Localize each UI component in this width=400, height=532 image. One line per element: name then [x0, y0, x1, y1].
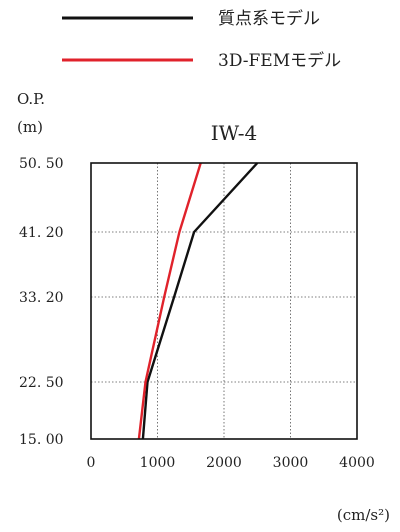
grid-lines — [91, 163, 357, 439]
plot-frame — [90, 162, 358, 440]
y-tick-label: 41. 20 — [19, 225, 64, 241]
x-tick-label: 1000 — [140, 455, 176, 471]
y-tick-labels: 50. 50 41. 20 33. 20 22. 50 15. 00 — [19, 156, 64, 448]
x-tick-labels: 0 1000 2000 3000 4000 — [87, 455, 375, 471]
series-line-lumped-mass — [141, 162, 259, 440]
legend-label: 3D-FEMモデル — [218, 50, 341, 71]
x-tick-label: 2000 — [206, 455, 242, 471]
chart-title: IW-4 — [211, 121, 257, 145]
x-axis-unit: (cm/s²) — [337, 506, 390, 524]
x-tick-label: 4000 — [339, 455, 375, 471]
legend-label: 質点系モデル — [218, 8, 320, 29]
x-tick-label: 3000 — [273, 455, 309, 471]
legend: 質点系モデル 3D-FEMモデル — [62, 8, 341, 71]
x-tick-label: 0 — [87, 455, 96, 471]
y-tick-label: 22. 50 — [19, 375, 64, 391]
series-lines — [137, 162, 259, 440]
y-axis-unit: (m) — [17, 118, 43, 136]
y-tick-label: 50. 50 — [19, 156, 64, 172]
y-tick-label: 33. 20 — [19, 290, 64, 306]
y-tick-label: 15. 00 — [19, 432, 64, 448]
y-axis-title: O.P. — [17, 90, 45, 108]
series-line-3d-fem — [137, 162, 202, 440]
